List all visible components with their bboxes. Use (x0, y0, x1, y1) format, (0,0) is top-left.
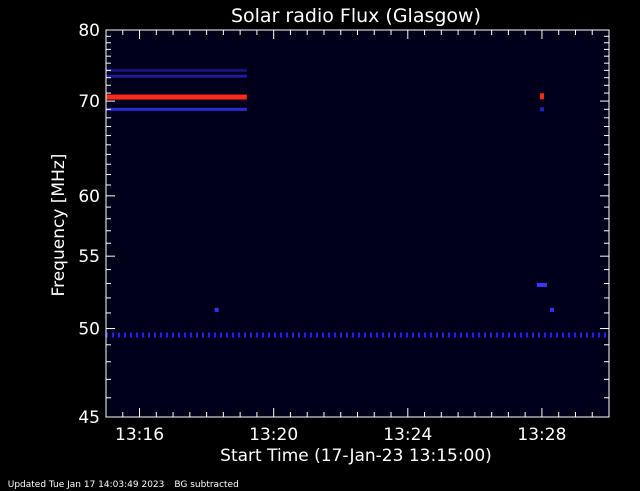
y-tick-label: 60 (78, 187, 100, 207)
spectral-features (106, 68, 609, 338)
plot-background (106, 30, 609, 417)
x-tick-label: 13:24 (383, 425, 432, 445)
x-tick-label: 13:28 (517, 425, 566, 445)
spectrogram-figure: Solar radio Flux (Glasgow) 455055607080 … (49, 5, 610, 466)
y-tick-label: 55 (78, 247, 100, 267)
y-tick-label: 45 (78, 408, 100, 428)
footer: Updated Tue Jan 17 14:03:49 2023 BG subtr… (2, 469, 249, 491)
band-74mhz (106, 68, 247, 72)
y-tick-label: 70 (78, 92, 100, 112)
plot-area (106, 30, 609, 417)
spot-6 (549, 307, 554, 312)
band-69mhz (106, 107, 247, 111)
spot-5 (214, 307, 219, 312)
y-tick-label: 50 (78, 320, 100, 340)
updated-timestamp: Updated Tue Jan 17 14:03:49 2023 (7, 480, 165, 490)
y-axis: 45 50 55 60 70 80 (78, 21, 609, 428)
spot-8 (539, 93, 544, 100)
y-axis-label: Frequency [MHz] (49, 154, 69, 297)
band-70.5mhz (106, 94, 247, 100)
x-tick-label: 13:16 (115, 425, 164, 445)
chart-title: Solar radio Flux (Glasgow) (231, 5, 481, 27)
x-axis-label: Start Time (17-Jan-23 13:15:00) (220, 446, 492, 466)
x-tick-label: 13:20 (249, 425, 298, 445)
x-axis: 13:16 13:20 13:24 13:28 (105, 30, 610, 445)
y-tick-label: 80 (78, 21, 100, 41)
band-73.2mhz (106, 74, 247, 78)
spot-7 (536, 282, 547, 287)
spot-9 (539, 107, 544, 112)
bg-subtracted-note: BG subtracted (174, 480, 239, 490)
